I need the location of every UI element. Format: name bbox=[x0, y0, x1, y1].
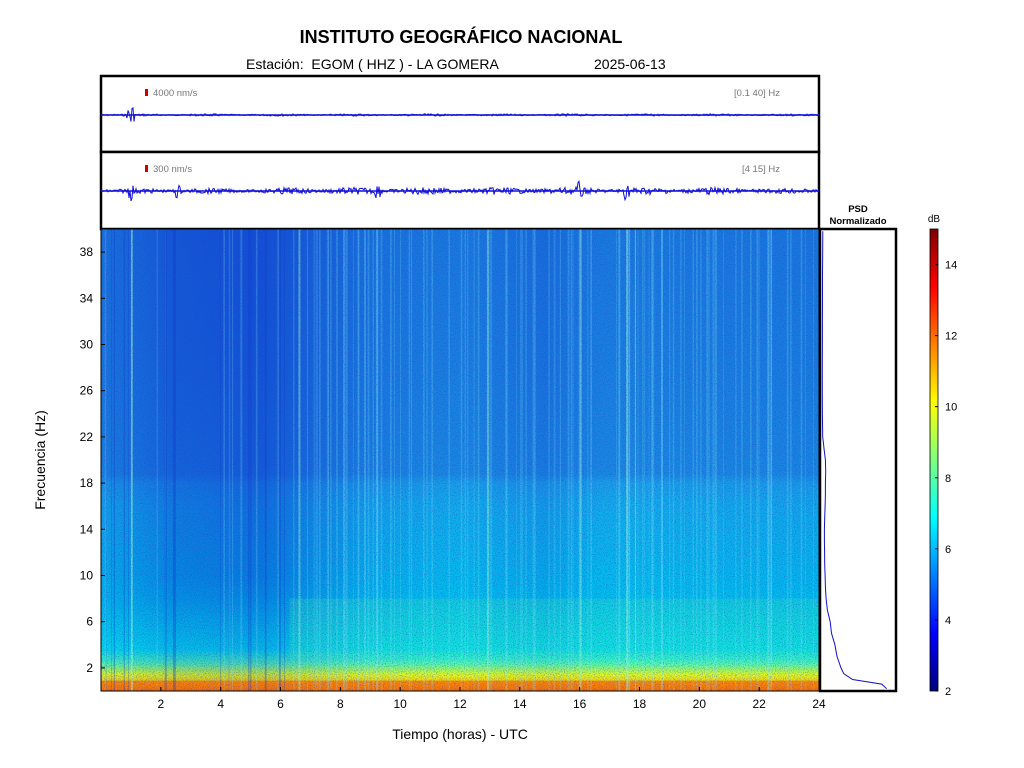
psd-title-line1: PSD bbox=[848, 204, 868, 215]
psd-frame bbox=[818, 227, 898, 693]
x-tick-label: 8 bbox=[337, 697, 344, 711]
colorbar-tick-label: 2 bbox=[945, 686, 951, 698]
trace-scale-bar bbox=[145, 165, 148, 172]
y-tick-label: 6 bbox=[86, 615, 93, 629]
spectrogram-speckle bbox=[101, 229, 819, 691]
y-tick-label: 10 bbox=[80, 569, 94, 583]
x-tick-label: 24 bbox=[812, 697, 826, 711]
colorbar-tick-label: 6 bbox=[945, 544, 951, 556]
x-axis-label: Tiempo (horas) - UTC bbox=[392, 726, 528, 742]
y-tick-label: 2 bbox=[86, 661, 93, 675]
colorbar-tick-label: 8 bbox=[945, 473, 951, 485]
y-axis-label: Frecuencia (Hz) bbox=[32, 410, 48, 510]
x-tick-label: 14 bbox=[513, 697, 527, 711]
trace-scale-label: 4000 nm/s bbox=[153, 88, 198, 99]
trace-panel-frame bbox=[99, 74, 821, 154]
colorbar-tick-label: 4 bbox=[945, 615, 951, 627]
colorbar: 2 4 6 8 10 12 14 bbox=[929, 228, 957, 698]
colorbar-unit: dB bbox=[928, 214, 941, 225]
psd-panel bbox=[818, 227, 898, 693]
y-tick-label: 18 bbox=[80, 476, 94, 490]
colorbar-tick-label: 14 bbox=[945, 260, 957, 272]
psd-curve bbox=[821, 231, 887, 690]
x-tick-label: 4 bbox=[217, 697, 224, 711]
chart-title: INSTITUTO GEOGRÁFICO NACIONAL bbox=[299, 27, 623, 47]
trace-panels: 4000 nm/s [0.1 40] Hz 300 nm/s [4 15] Hz bbox=[99, 74, 821, 231]
trace-band-label: [0.1 40] Hz bbox=[734, 88, 780, 99]
y-tick-label: 38 bbox=[80, 245, 94, 259]
y-tick-label: 14 bbox=[80, 522, 94, 536]
x-tick-label: 16 bbox=[573, 697, 587, 711]
trace-scale-label: 300 nm/s bbox=[153, 164, 192, 175]
colorbar-tick-label: 10 bbox=[945, 402, 957, 414]
y-tick-label: 30 bbox=[80, 338, 94, 352]
x-tick-label: 10 bbox=[393, 697, 407, 711]
y-tick-label: 34 bbox=[80, 291, 94, 305]
station-label: Estación: EGOM ( HHZ ) - LA GOMERA bbox=[246, 56, 499, 72]
y-tick-label: 26 bbox=[80, 384, 94, 398]
trace-scale-bar bbox=[145, 89, 148, 96]
psd-title-line2: Normalizado bbox=[829, 216, 886, 227]
x-tick-label: 18 bbox=[633, 697, 647, 711]
x-tick-label: 20 bbox=[693, 697, 707, 711]
trace-band-label: [4 15] Hz bbox=[742, 164, 780, 175]
colorbar-tick-label: 12 bbox=[945, 331, 957, 343]
x-tick-label: 2 bbox=[157, 697, 164, 711]
x-tick-label: 22 bbox=[752, 697, 766, 711]
x-tick-label: 6 bbox=[277, 697, 284, 711]
date-label: 2025-06-13 bbox=[594, 56, 666, 72]
y-tick-label: 22 bbox=[80, 430, 94, 444]
colorbar-gradient bbox=[929, 228, 939, 692]
x-tick-label: 12 bbox=[453, 697, 467, 711]
